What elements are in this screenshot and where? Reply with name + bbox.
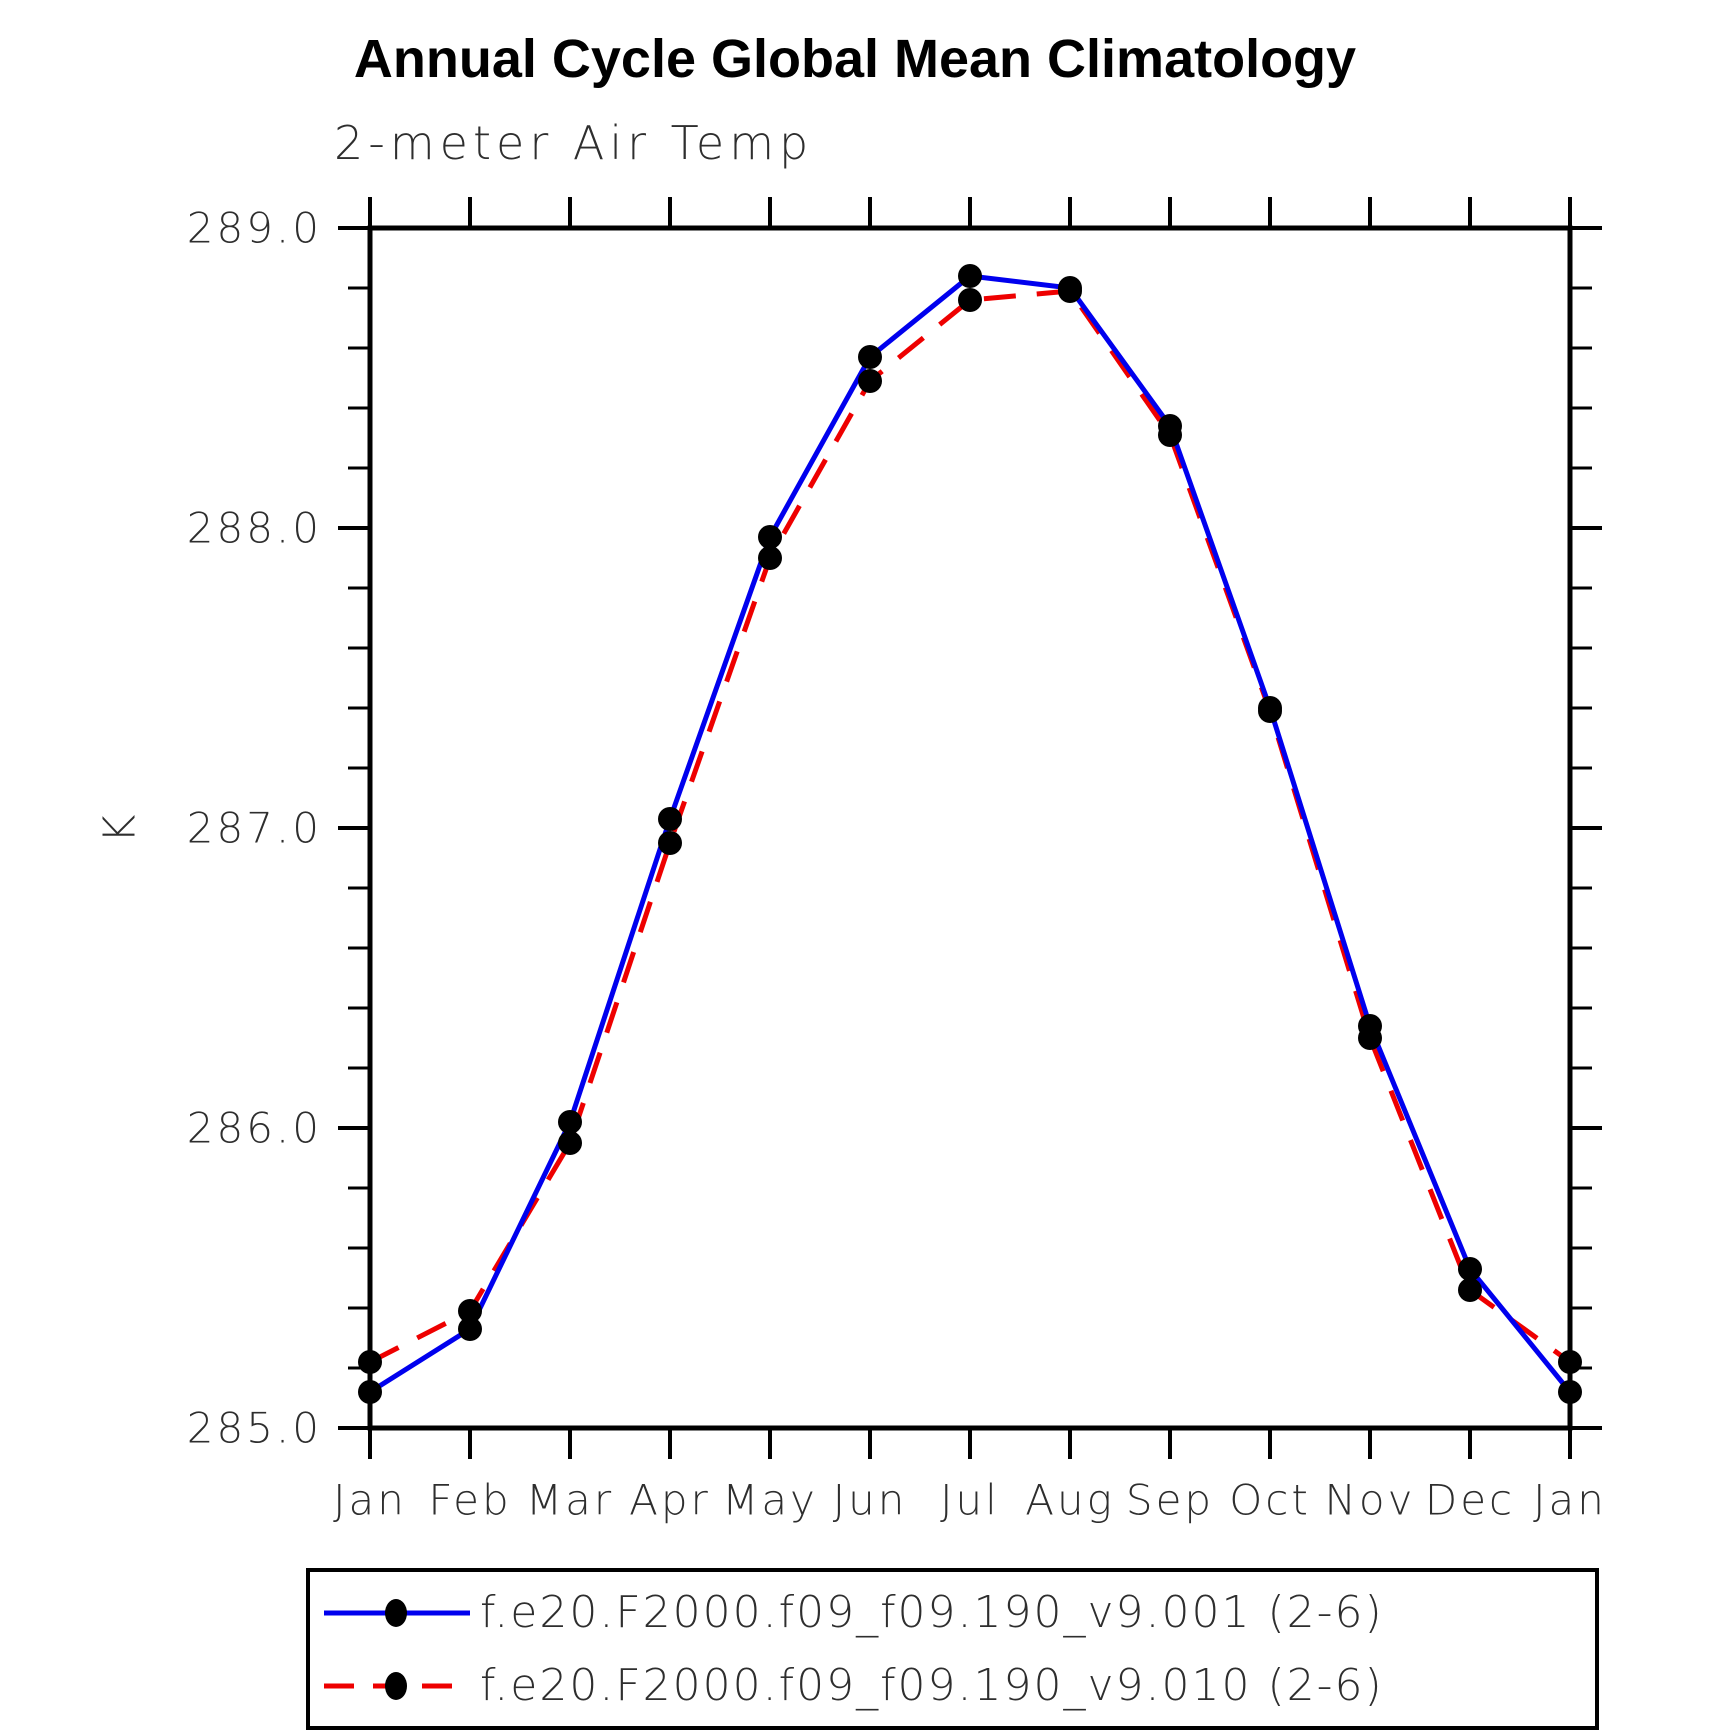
svg-text:Jan: Jan [1533, 1476, 1607, 1525]
legend-line-sample-solid [324, 1598, 470, 1627]
svg-text:Jul: Jul [940, 1476, 1000, 1525]
svg-text:Feb: Feb [428, 1476, 511, 1525]
legend-label-series-1: f.e20.F2000.f09_f09.190_v9.001 (2-6) [480, 1587, 1384, 1638]
svg-text:Jan: Jan [333, 1476, 407, 1525]
page-title: Annual Cycle Global Mean Climatology [353, 29, 1357, 89]
svg-text:288.0: 288.0 [187, 504, 322, 553]
svg-text:Aug: Aug [1025, 1476, 1115, 1525]
chart-subtitle: 2-meter Air Temp [334, 116, 814, 170]
legend-box: f.e20.F2000.f09_f09.190_v9.001 (2-6) f.e… [306, 1568, 1599, 1730]
svg-text:289.0: 289.0 [187, 204, 322, 253]
svg-text:Apr: Apr [629, 1476, 711, 1525]
svg-text:Nov: Nov [1325, 1476, 1416, 1525]
svg-text:Dec: Dec [1425, 1476, 1515, 1525]
svg-text:Sep: Sep [1126, 1476, 1214, 1525]
svg-text:Jun: Jun [833, 1476, 908, 1525]
legend-item-series-1: f.e20.F2000.f09_f09.190_v9.001 (2-6) [320, 1587, 1595, 1638]
svg-text:286.0: 286.0 [187, 1104, 322, 1153]
legend-line-sample-dashed [324, 1671, 470, 1700]
svg-text:285.0: 285.0 [187, 1404, 322, 1453]
svg-text:Mar: Mar [526, 1476, 614, 1525]
svg-text:287.0: 287.0 [187, 804, 322, 853]
svg-text:May: May [722, 1476, 818, 1525]
legend-item-series-2: f.e20.F2000.f09_f09.190_v9.010 (2-6) [320, 1660, 1595, 1711]
svg-text:Oct: Oct [1229, 1476, 1311, 1525]
legend-label-series-2: f.e20.F2000.f09_f09.190_v9.010 (2-6) [480, 1660, 1384, 1711]
